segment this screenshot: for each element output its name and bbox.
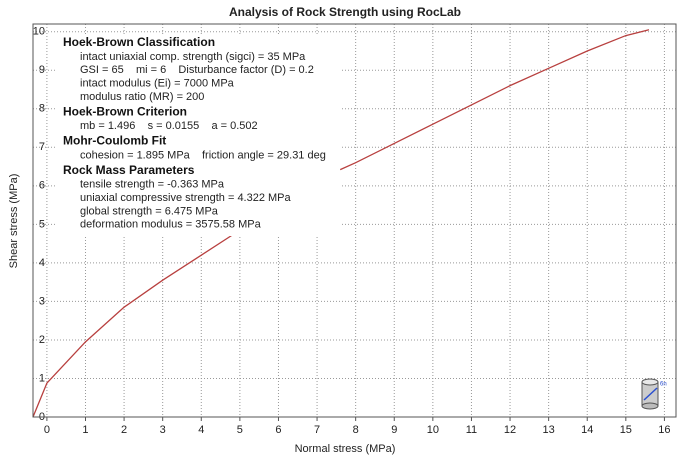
y-tick-label: 10 bbox=[33, 26, 45, 38]
x-tick-label: 6 bbox=[275, 424, 281, 436]
info-line: global strength = 6.475 MPa bbox=[80, 205, 219, 217]
info-line: GSI = 65 mi = 6 Disturbance factor (D) =… bbox=[80, 64, 314, 76]
y-tick-label: 2 bbox=[39, 334, 45, 346]
x-tick-label: 11 bbox=[466, 424, 477, 436]
y-tick-label: 6 bbox=[39, 180, 45, 192]
x-tick-label: 2 bbox=[121, 424, 127, 436]
x-tick-label: 8 bbox=[353, 424, 359, 436]
chart-title: Analysis of Rock Strength using RocLab bbox=[229, 5, 461, 19]
info-line: intact modulus (Ei) = 7000 MPa bbox=[80, 78, 235, 90]
info-box bbox=[55, 34, 340, 236]
info-line: deformation modulus = 3575.58 MPa bbox=[80, 219, 262, 231]
x-tick-label: 14 bbox=[581, 424, 593, 436]
x-tick-label: 5 bbox=[237, 424, 243, 436]
section-heading: Rock Mass Parameters bbox=[63, 163, 195, 177]
x-tick-label: 10 bbox=[427, 424, 439, 436]
x-tick-label: 3 bbox=[160, 424, 166, 436]
x-tick-label: 9 bbox=[391, 424, 397, 436]
y-tick-label: 7 bbox=[39, 141, 45, 153]
x-tick-label: 12 bbox=[504, 424, 516, 436]
y-tick-label: 1 bbox=[39, 372, 45, 384]
info-line: intact uniaxial comp. strength (sigci) =… bbox=[80, 51, 306, 63]
section-heading: Mohr-Coulomb Fit bbox=[63, 134, 166, 148]
x-tick-label: 4 bbox=[198, 424, 204, 436]
roclab-icon: 6n bbox=[641, 378, 667, 410]
info-line: mb = 1.496 s = 0.0155 a = 0.502 bbox=[80, 120, 258, 132]
info-line: tensile strength = -0.363 MPa bbox=[80, 179, 225, 191]
x-tick-label: 0 bbox=[44, 424, 50, 436]
info-line: modulus ratio (MR) = 200 bbox=[80, 91, 204, 103]
y-tick-label: 9 bbox=[39, 64, 45, 76]
info-line: uniaxial compressive strength = 4.322 MP… bbox=[80, 192, 292, 204]
y-tick-label: 3 bbox=[39, 295, 45, 307]
x-tick-label: 13 bbox=[543, 424, 555, 436]
x-tick-label: 1 bbox=[82, 424, 88, 436]
plot-frame bbox=[32, 23, 677, 418]
section-heading: Hoek-Brown Criterion bbox=[63, 104, 187, 118]
y-axis-label: Shear stress (MPa) bbox=[8, 174, 20, 269]
x-tick-label: 16 bbox=[658, 424, 670, 436]
y-tick-label: 4 bbox=[39, 257, 45, 269]
section-heading: Hoek-Brown Classification bbox=[63, 35, 215, 49]
info-line: cohesion = 1.895 MPa friction angle = 29… bbox=[80, 149, 326, 161]
y-tick-label: 5 bbox=[39, 218, 45, 230]
x-tick-label: 7 bbox=[314, 424, 320, 436]
x-tick-label: 15 bbox=[620, 424, 632, 436]
x-axis-label: Normal stress (MPa) bbox=[295, 443, 396, 455]
info-text: Hoek-Brown Classification intact uniaxial… bbox=[63, 35, 326, 230]
svg-text:6n: 6n bbox=[660, 382, 667, 388]
y-tick-label: 8 bbox=[39, 103, 45, 115]
